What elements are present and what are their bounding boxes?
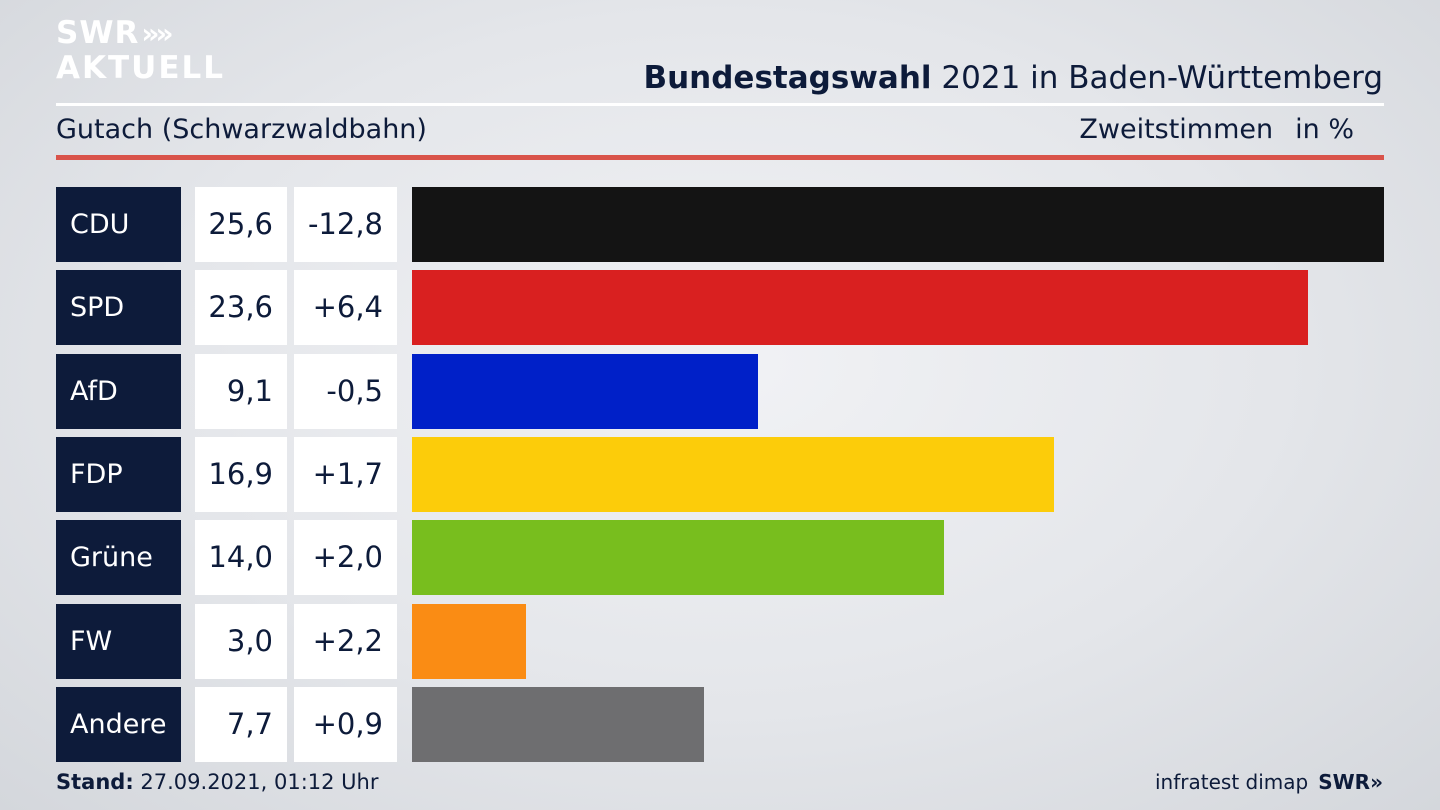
chart-title: Bundestagswahl 2021 in Baden-Württemberg [643,60,1383,96]
vote-share-value: 9,1 [195,353,287,429]
vote-change-value: +2,0 [294,520,397,596]
chart-row: Andere 7,7 +0,9 [56,686,1384,762]
bar [412,436,1054,512]
vote-change-value: +2,2 [294,603,397,679]
timestamp-label: Stand: [56,770,134,794]
chart-title-rest: 2021 in Baden-Württemberg [931,60,1383,96]
vote-share-value: 16,9 [195,436,287,512]
vote-change-value: +6,4 [294,270,397,346]
vote-share-value: 23,6 [195,270,287,346]
chart-row: CDU 25,6 -12,8 [56,187,1384,262]
timestamp-value: 27.09.2021, 01:12 Uhr [133,770,379,794]
bar [412,520,944,596]
logo-chevrons-icon: » [155,17,174,50]
party-label: SPD [56,270,181,346]
measure-label: Zweitstimmen in % [1079,114,1354,145]
party-label: Andere [56,686,181,762]
vote-share-value: 25,6 [195,187,287,262]
vote-change-value: +0,9 [294,686,397,762]
vote-share-value: 14,0 [195,520,287,596]
accent-divider [56,155,1384,160]
party-label: FDP [56,436,181,512]
measure-unit: in % [1295,114,1354,145]
source-credit: infratest dimap SWR» [1155,770,1383,794]
vote-change-value: -12,8 [294,187,397,262]
bar [412,187,1384,262]
bar [412,270,1308,346]
chart-row: Grüne 14,0 +2,0 [56,520,1384,596]
footer-swr-logo: SWR» [1318,770,1383,794]
chart-row: SPD 23,6 +6,4 [56,270,1384,346]
logo-swr-text: SWR [56,15,140,51]
vote-change-value: +1,7 [294,436,397,512]
chart-subtitle: Gutach (Schwarzwaldbahn) [56,114,427,145]
vote-change-value: -0,5 [294,353,397,429]
chart-row: FW 3,0 +2,2 [56,603,1384,679]
party-label: CDU [56,187,181,262]
measure-name: Zweitstimmen [1079,114,1274,145]
logo-chevrons-icon: » [141,17,159,50]
bar [412,603,526,679]
swr-aktuell-logo: SWR»» AKTUELL [56,16,225,85]
logo-aktuell-text: AKTUELL [56,50,226,86]
party-label: Grüne [56,520,181,596]
header-divider [56,103,1384,106]
party-label: FW [56,603,181,679]
chart-title-bold: Bundestagswahl [643,60,932,96]
chart-row: FDP 16,9 +1,7 [56,436,1384,512]
bar [412,353,758,429]
bar [412,686,704,762]
party-label: AfD [56,353,181,429]
vote-share-value: 7,7 [195,686,287,762]
source-text: infratest dimap [1155,770,1309,794]
chart-row: AfD 9,1 -0,5 [56,353,1384,429]
vote-share-value: 3,0 [195,603,287,679]
timestamp: Stand: 27.09.2021, 01:12 Uhr [56,770,379,794]
